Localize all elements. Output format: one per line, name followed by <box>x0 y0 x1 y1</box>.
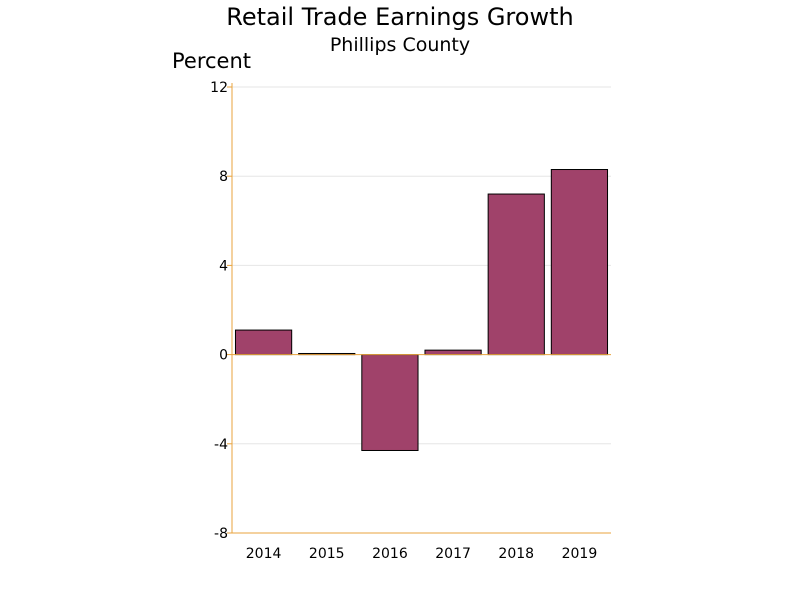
y-tick-label: 4 <box>219 258 228 274</box>
x-tick-label: 2018 <box>498 546 534 562</box>
x-tick-label: 2019 <box>562 546 598 562</box>
bar-2017 <box>424 349 482 356</box>
axis-layer <box>227 83 611 534</box>
y-axis-label: Percent <box>172 49 251 73</box>
bar-layer <box>234 169 609 451</box>
x-tick-label: 2017 <box>435 546 471 562</box>
y-tick-label: 8 <box>219 169 228 185</box>
y-tick-label: 12 <box>210 80 228 96</box>
y-tick-label: -8 <box>214 526 228 542</box>
y-tick-label: -4 <box>214 437 228 453</box>
x-tick-label: 2016 <box>372 546 408 562</box>
bar-2018 <box>487 193 545 356</box>
tick-layer: 12 8 4 0 -4 -8 2014 2015 2016 2017 2018 2019 <box>210 80 597 562</box>
bar-2016 <box>361 354 419 451</box>
y-tick-label: 0 <box>219 348 228 364</box>
x-tick-label: 2015 <box>309 546 345 562</box>
chart-subtitle: Phillips County <box>330 34 470 56</box>
bar-2014 <box>234 329 293 356</box>
bar-2019 <box>550 169 609 356</box>
chart-title: Retail Trade Earnings Growth <box>226 3 573 31</box>
x-tick-label: 2014 <box>246 546 282 562</box>
